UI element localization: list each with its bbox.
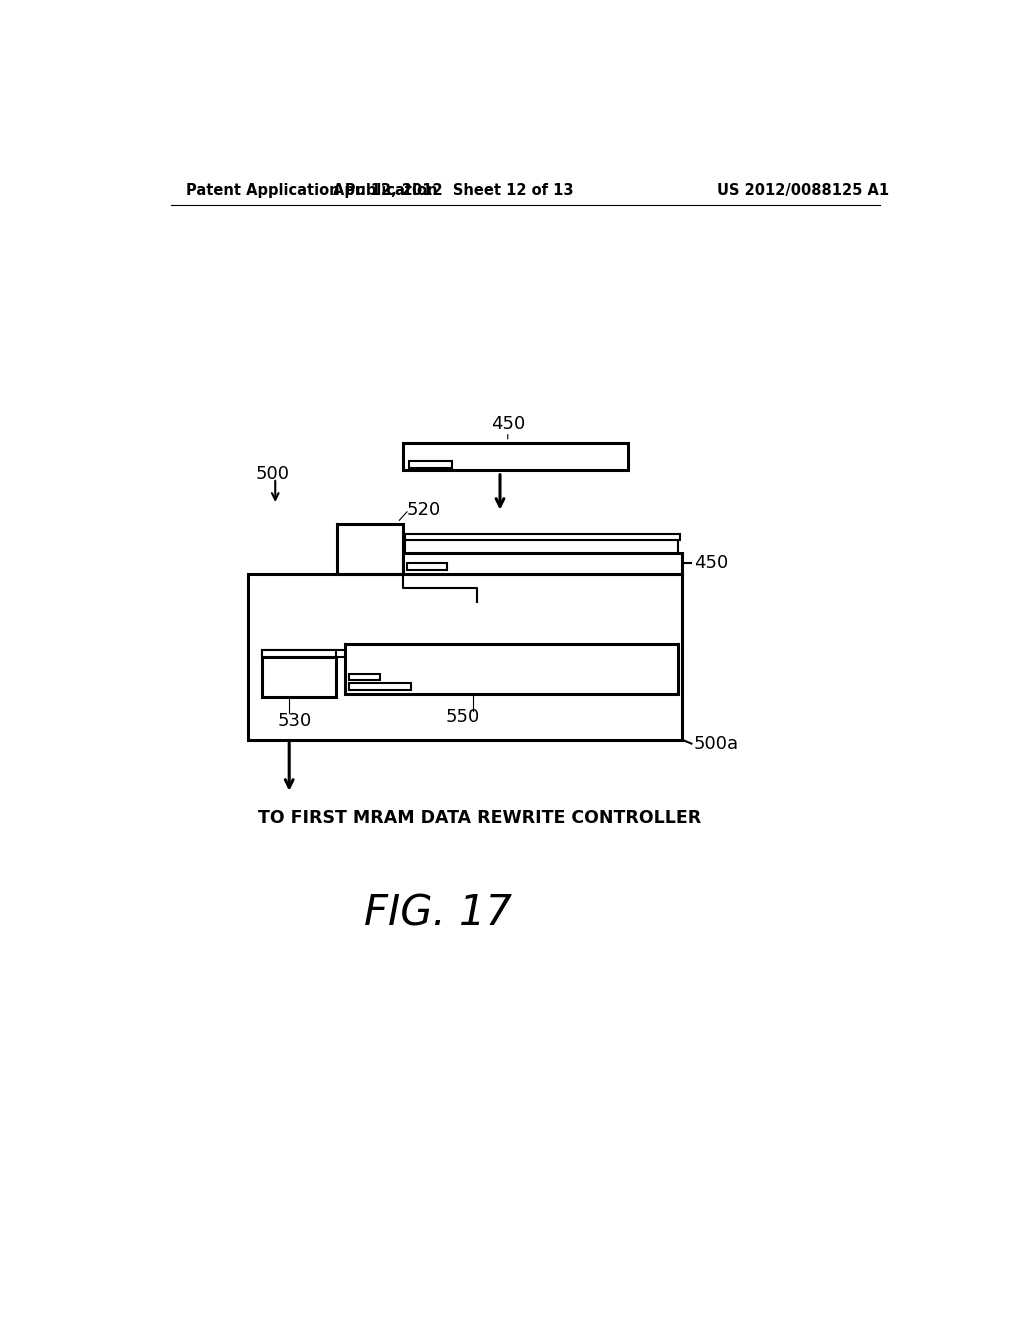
Bar [345,644,678,693]
Bar [406,540,678,553]
Bar [349,675,380,680]
Text: 520: 520 [407,502,441,519]
Text: TO FIRST MRAM DATA REWRITE CONTROLLER: TO FIRST MRAM DATA REWRITE CONTROLLER [258,809,701,828]
Bar [337,524,403,574]
Text: 500: 500 [256,465,290,483]
Bar [406,535,680,540]
Bar [248,574,682,739]
Text: FIG. 17: FIG. 17 [364,892,512,935]
Text: Patent Application Publication: Patent Application Publication [186,183,437,198]
Text: 550: 550 [445,708,480,726]
Bar [262,649,336,657]
Bar [407,562,447,570]
Bar [349,682,411,689]
Text: 530: 530 [278,711,312,730]
Bar [403,553,682,574]
Bar [403,444,628,470]
Text: 450: 450 [693,554,728,573]
Text: Apr. 12, 2012  Sheet 12 of 13: Apr. 12, 2012 Sheet 12 of 13 [333,183,573,198]
Text: 500a: 500a [693,735,739,752]
Bar [262,657,336,697]
Bar [262,651,673,656]
Bar [410,461,452,469]
Text: 450: 450 [490,414,525,433]
Text: US 2012/0088125 A1: US 2012/0088125 A1 [717,183,889,198]
